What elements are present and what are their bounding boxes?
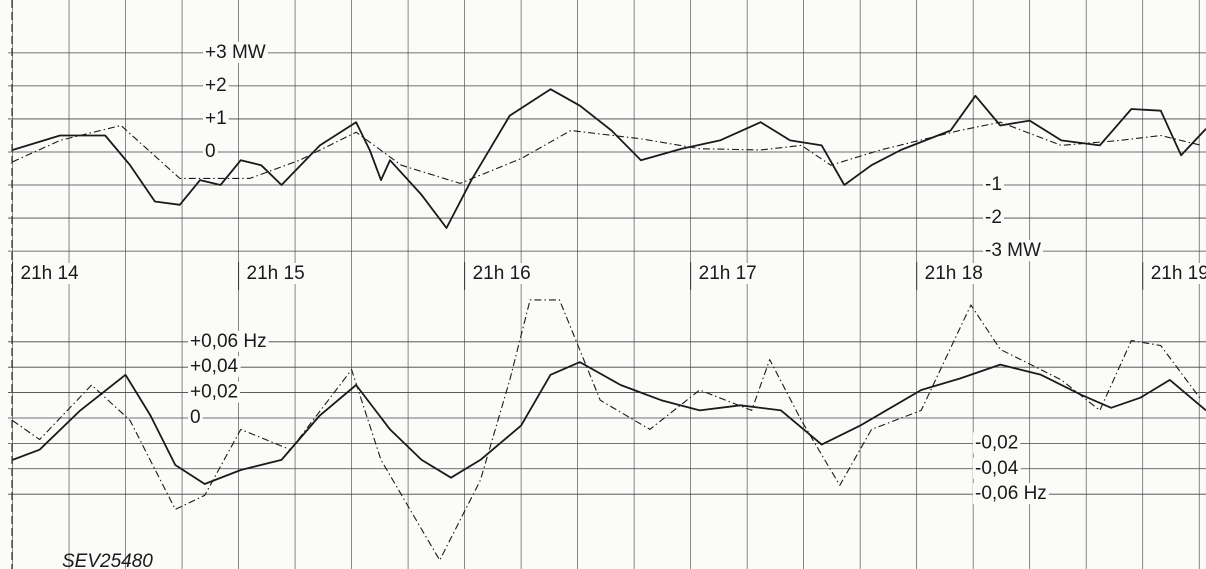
solid-trace (12, 361, 1206, 485)
y-tick-label: -0,06 Hz (975, 483, 1047, 504)
label-bg (697, 263, 758, 285)
y-tick-label: 0 (205, 141, 216, 162)
y-tick-label: -0,02 (975, 432, 1018, 453)
y-tick-label: -2 (985, 207, 1002, 228)
label-bg (188, 381, 241, 403)
y-tick-label: -3 MW (985, 240, 1041, 261)
label-bg (203, 74, 229, 96)
x-tick-label: 21h 14 (21, 263, 80, 284)
y-tick-label: -0,04 (975, 458, 1019, 479)
y-tick-label: -1 (985, 174, 1002, 195)
x-tick-label: 21h 18 (925, 263, 983, 284)
y-tick-label: +0,06 Hz (190, 331, 267, 352)
label-bg (973, 457, 1021, 479)
label-bg (188, 406, 203, 428)
label-bg (1149, 263, 1206, 285)
label-bg (188, 330, 269, 352)
label-bg (188, 356, 241, 378)
x-tick-label: 21h 15 (247, 263, 305, 284)
label-bg (19, 263, 81, 285)
y-tick-label: +1 (205, 108, 227, 129)
label-bg (983, 207, 1004, 229)
label-bg (471, 263, 532, 285)
x-tick-label: 21h 19 (1151, 263, 1206, 284)
label-bg (245, 263, 306, 285)
label-bg (203, 41, 268, 63)
label-bg (203, 107, 229, 129)
label-bg (923, 263, 984, 285)
x-tick-label: 21h 16 (473, 263, 531, 284)
y-tick-label: +2 (205, 75, 227, 96)
y-tick-label: +0,04 (190, 356, 239, 377)
y-tick-label: +0,02 (190, 382, 238, 403)
label-bg (973, 483, 1049, 505)
label-bg (983, 174, 1004, 196)
y-tick-label: +3 MW (205, 42, 266, 63)
archive-number: SEV25480 (62, 551, 153, 569)
label-bg (973, 432, 1021, 454)
dash-dot-trace (12, 299, 1202, 561)
label-bg (983, 240, 1043, 262)
label-bg (203, 140, 218, 162)
y-tick-label: 0 (190, 407, 201, 428)
solid-trace (12, 88, 1206, 229)
x-tick-label: 21h 17 (699, 263, 757, 284)
